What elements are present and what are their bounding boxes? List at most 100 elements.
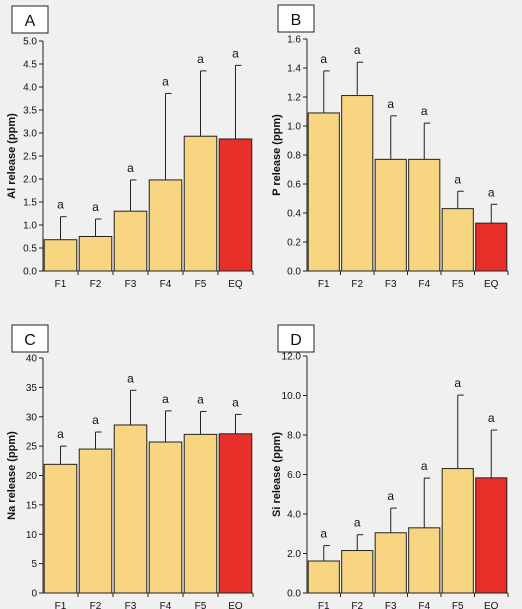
significance-letter: a: [162, 392, 169, 406]
y-tick-label: 40: [26, 354, 38, 365]
x-tick-label: F2: [90, 279, 102, 290]
y-tick-label: 0.0: [23, 267, 37, 278]
significance-letter: a: [127, 161, 134, 175]
y-axis-label: P release (ppm): [271, 114, 283, 196]
bar-f5: [441, 468, 474, 594]
y-tick-label: 0: [31, 589, 37, 600]
y-tick-label: 4.0: [23, 83, 37, 94]
y-tick-label: 12.0: [282, 352, 302, 363]
significance-letter: a: [354, 43, 361, 57]
y-tick-label: 0.0: [287, 267, 301, 278]
significance-letter: a: [421, 104, 428, 118]
chart-panel-d: D Si release (ppm) 0.0 2.0 4.0 6.0 8.0 10.0 12.0…: [271, 324, 509, 609]
panel-label-text: C: [24, 332, 36, 349]
y-tick-label: 10: [26, 530, 38, 541]
y-tick-label: 4.0: [287, 510, 301, 521]
x-tick-label: F1: [318, 601, 330, 609]
panel-label-box: [277, 324, 315, 353]
y-tick-label: 0.2: [287, 238, 301, 249]
x-tick-label: F4: [160, 279, 172, 290]
bar-f1: [307, 560, 340, 594]
significance-letter: a: [92, 200, 99, 214]
y-tick-label: 0.4: [287, 209, 301, 220]
y-tick-label: 3.0: [23, 129, 37, 140]
significance-letter: a: [454, 172, 461, 186]
y-axis-label: Al release (ppm): [6, 113, 18, 199]
bar-f2: [78, 448, 113, 594]
panel-label-text: D: [290, 332, 302, 349]
panel-label-box: [11, 5, 49, 34]
x-tick-label: F4: [418, 279, 430, 290]
panel-label: C: [11, 324, 49, 353]
y-tick-label: 1.4: [287, 64, 301, 75]
panel-label: D: [277, 324, 315, 353]
y-axis-label: Na release (ppm): [6, 431, 18, 520]
x-tick-label: EQ: [484, 601, 499, 609]
y-tick-label: 8.0: [287, 431, 301, 442]
bar-f4: [148, 441, 183, 594]
significance-letter: a: [320, 52, 327, 66]
chart-panel-b: B P release (ppm) 0.0 0.2 0.4 0.6 0.8 1.0 1.2 1.4…: [271, 4, 509, 290]
bar-f2: [341, 550, 374, 594]
y-tick-label: 0.6: [287, 180, 301, 191]
y-tick-label: 1.0: [287, 122, 301, 133]
y-tick-label: 1.5: [23, 198, 37, 209]
bar-f3: [113, 424, 148, 594]
y-tick-label: 1.2: [287, 93, 301, 104]
significance-letter: a: [421, 459, 428, 473]
x-tick-label: EQ: [228, 601, 243, 609]
significance-letter: a: [232, 46, 239, 60]
bar-f1: [307, 112, 340, 272]
x-tick-label: F2: [351, 601, 363, 609]
bar-f3: [374, 532, 407, 594]
significance-letter: a: [488, 185, 495, 199]
bar-eq: [218, 433, 253, 594]
bar-f2: [341, 95, 374, 272]
y-tick-label: 3.5: [23, 106, 37, 117]
y-tick-label: 0.0: [287, 589, 301, 600]
significance-letter: a: [92, 413, 99, 427]
bar-f3: [113, 210, 148, 272]
bar-f5: [183, 433, 218, 594]
bar-f5: [441, 208, 474, 272]
panel-label: B: [277, 4, 315, 33]
y-axis-label: Si release (ppm): [271, 432, 283, 517]
significance-letter: a: [162, 74, 169, 88]
x-tick-label: F4: [418, 601, 430, 609]
significance-letter: a: [197, 52, 204, 66]
y-tick-label: 4.5: [23, 60, 37, 71]
y-tick-label: 2.0: [287, 549, 301, 560]
bar-f2: [78, 236, 113, 272]
bar-f1: [43, 239, 78, 272]
y-tick-label: 30: [26, 412, 38, 423]
x-tick-label: F3: [385, 601, 397, 609]
bar-f4: [408, 527, 441, 594]
x-tick-label: F4: [160, 601, 172, 609]
y-tick-label: 20: [26, 471, 38, 482]
panel-label-box: [277, 4, 315, 33]
x-tick-label: F5: [195, 279, 207, 290]
x-tick-label: F5: [452, 279, 464, 290]
bar-f3: [374, 158, 407, 272]
bar-f1: [43, 463, 78, 594]
panel-label-text: B: [291, 12, 302, 29]
significance-letter: a: [127, 371, 134, 385]
x-tick-label: F1: [55, 279, 67, 290]
x-tick-label: F2: [351, 279, 363, 290]
bar-f4: [148, 179, 183, 272]
y-tick-label: 15: [26, 500, 38, 511]
y-tick-label: 0.5: [23, 244, 37, 255]
y-tick-label: 10.0: [282, 391, 302, 402]
panel-label-box: [11, 324, 49, 353]
x-tick-label: F5: [452, 601, 464, 609]
chart-panel-c: C Na release (ppm) 0 5 10 15 20 25 30 35 40 a F1 a F2 a…: [6, 324, 254, 609]
x-tick-label: EQ: [228, 279, 243, 290]
y-tick-label: 2.5: [23, 152, 37, 163]
y-tick-label: 2.0: [23, 175, 37, 186]
y-tick-label: 25: [26, 442, 38, 453]
y-tick-label: 6.0: [287, 470, 301, 481]
x-tick-label: F5: [195, 601, 207, 609]
x-tick-label: F3: [125, 279, 137, 290]
x-tick-label: F1: [55, 601, 67, 609]
